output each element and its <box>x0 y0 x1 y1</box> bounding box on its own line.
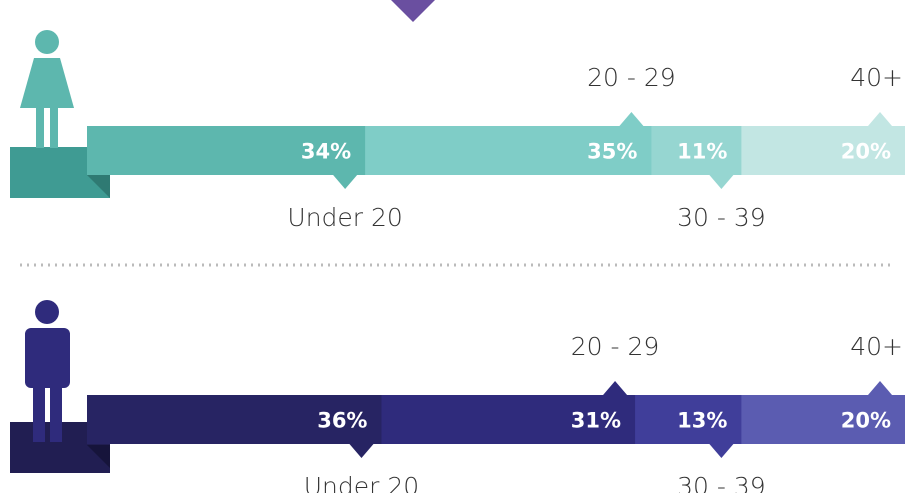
pointer <box>709 444 734 458</box>
category-label: 30 - 39 <box>677 203 766 232</box>
pointer <box>349 444 374 458</box>
bar-segment <box>635 395 742 444</box>
bar-segment <box>87 126 366 175</box>
pointer <box>333 175 358 189</box>
value-label: 11% <box>677 140 727 164</box>
value-label: 13% <box>677 409 727 433</box>
pointer <box>709 175 734 189</box>
bar-segment <box>365 126 652 175</box>
male-icon <box>10 300 110 473</box>
pointer <box>619 112 644 126</box>
bar-segment <box>381 395 636 444</box>
category-label: 30 - 39 <box>677 472 766 493</box>
category-label: 40+ <box>850 63 903 92</box>
category-label: Under 20 <box>287 203 402 232</box>
value-label: 35% <box>587 140 637 164</box>
bar-segment <box>741 395 905 444</box>
category-label: 40+ <box>850 332 903 361</box>
top-pointer <box>391 0 435 22</box>
pointer <box>868 112 892 126</box>
value-label: 36% <box>317 409 367 433</box>
value-label: 20% <box>841 140 891 164</box>
category-label: 20 - 29 <box>587 63 676 92</box>
category-label: Under 20 <box>304 472 419 493</box>
category-label: 20 - 29 <box>571 332 660 361</box>
value-label: 34% <box>301 140 351 164</box>
bar-segment <box>87 395 382 444</box>
bar-segment <box>741 126 905 175</box>
pointer <box>868 381 892 395</box>
value-label: 31% <box>571 409 621 433</box>
bar-segment <box>651 126 742 175</box>
pointer <box>603 381 628 395</box>
value-label: 20% <box>841 409 891 433</box>
